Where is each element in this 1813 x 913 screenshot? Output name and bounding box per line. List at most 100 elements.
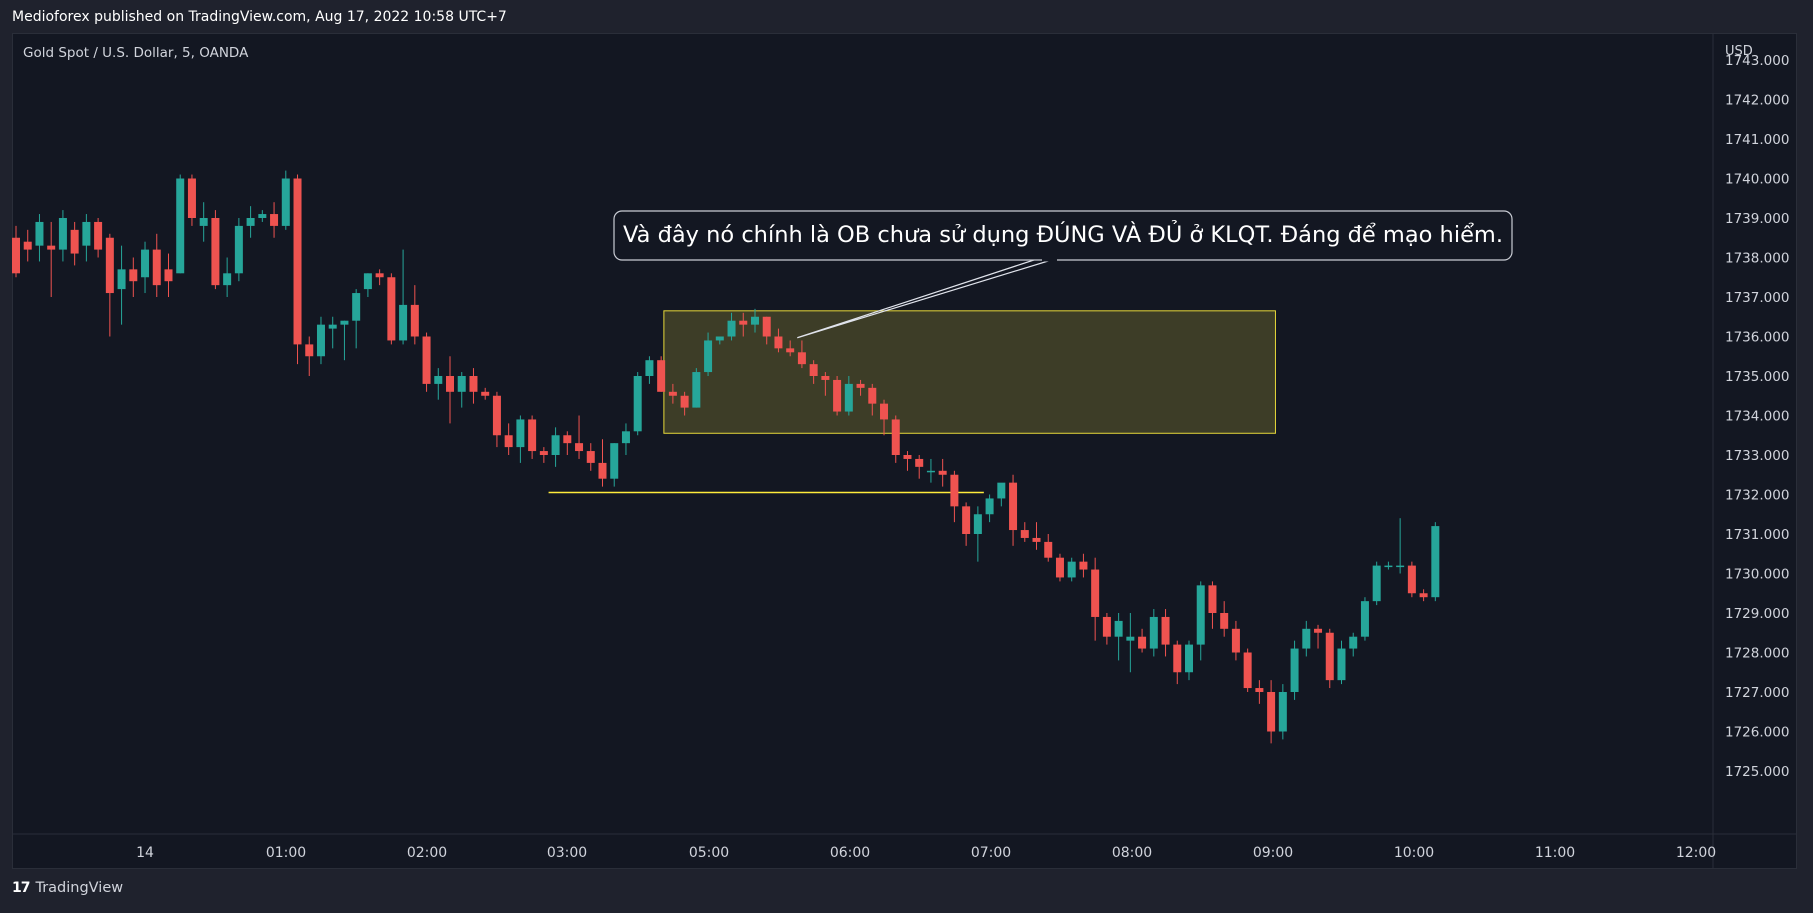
- candle-body[interactable]: [446, 376, 455, 392]
- candle-body[interactable]: [1325, 632, 1334, 681]
- candle-body[interactable]: [1302, 628, 1311, 649]
- candle-body[interactable]: [1126, 636, 1135, 641]
- candle-body[interactable]: [1032, 537, 1041, 542]
- candle-body[interactable]: [1149, 616, 1158, 649]
- candle-body[interactable]: [868, 387, 877, 404]
- candle-body[interactable]: [1079, 561, 1088, 570]
- candle-body[interactable]: [481, 391, 490, 396]
- candle-body[interactable]: [1231, 628, 1240, 653]
- candle-body[interactable]: [422, 336, 431, 384]
- candle-body[interactable]: [938, 470, 947, 475]
- candle-body[interactable]: [621, 431, 630, 444]
- candle-body[interactable]: [1384, 565, 1393, 568]
- candle-body[interactable]: [1360, 601, 1369, 637]
- candle-body[interactable]: [47, 245, 56, 250]
- candle-body[interactable]: [1372, 565, 1381, 602]
- candle-body[interactable]: [1067, 561, 1076, 578]
- candle-body[interactable]: [1243, 652, 1252, 689]
- candle-body[interactable]: [246, 218, 255, 226]
- candle-body[interactable]: [94, 221, 103, 250]
- candle-body[interactable]: [516, 419, 525, 448]
- candle-body[interactable]: [750, 316, 759, 325]
- candle-body[interactable]: [1138, 636, 1147, 649]
- candle-body[interactable]: [504, 435, 513, 448]
- candle-body[interactable]: [293, 178, 302, 345]
- candle-body[interactable]: [786, 348, 795, 353]
- candle-body[interactable]: [176, 178, 185, 274]
- candle-body[interactable]: [774, 336, 783, 349]
- order-block-zone[interactable]: [663, 310, 1276, 434]
- candle-body[interactable]: [1044, 541, 1053, 558]
- candle-body[interactable]: [223, 273, 232, 286]
- candle-body[interactable]: [1278, 692, 1287, 732]
- candle-body[interactable]: [12, 237, 20, 274]
- candle-body[interactable]: [950, 474, 959, 507]
- candle-body[interactable]: [23, 241, 32, 250]
- candle-body[interactable]: [1055, 557, 1064, 578]
- candle-body[interactable]: [1349, 636, 1358, 649]
- candle-body[interactable]: [1255, 688, 1264, 692]
- candle-body[interactable]: [797, 352, 806, 365]
- candle-body[interactable]: [575, 443, 584, 452]
- candle-body[interactable]: [1267, 692, 1276, 732]
- candle-body[interactable]: [962, 506, 971, 534]
- candle-body[interactable]: [410, 304, 419, 337]
- candle-body[interactable]: [305, 344, 314, 357]
- candle-body[interactable]: [668, 391, 677, 396]
- candle-body[interactable]: [375, 273, 384, 278]
- candle-body[interactable]: [809, 364, 818, 376]
- candle-body[interactable]: [997, 482, 1006, 499]
- candle-body[interactable]: [152, 249, 161, 286]
- candle-body[interactable]: [1407, 565, 1416, 594]
- candle-body[interactable]: [187, 178, 196, 219]
- candle-body[interactable]: [270, 214, 279, 226]
- candle-body[interactable]: [1431, 526, 1440, 598]
- candle-body[interactable]: [715, 336, 724, 341]
- candle-body[interactable]: [680, 395, 689, 408]
- candle-body[interactable]: [973, 514, 982, 534]
- candle-body[interactable]: [1091, 569, 1100, 617]
- candle-body[interactable]: [141, 249, 150, 278]
- candle-body[interactable]: [610, 443, 619, 479]
- candle-body[interactable]: [551, 435, 560, 455]
- candle-body[interactable]: [492, 395, 501, 436]
- candle-body[interactable]: [985, 498, 994, 515]
- candle-body[interactable]: [35, 221, 44, 246]
- candle-body[interactable]: [352, 293, 361, 321]
- candle-body[interactable]: [1290, 648, 1299, 692]
- candle-body[interactable]: [1337, 648, 1346, 681]
- candle-body[interactable]: [105, 237, 114, 294]
- candle-body[interactable]: [1161, 616, 1170, 645]
- candle-body[interactable]: [1009, 482, 1018, 531]
- candle-body[interactable]: [657, 360, 666, 392]
- candle-body[interactable]: [844, 383, 853, 412]
- candle-body[interactable]: [399, 304, 408, 341]
- candle-body[interactable]: [1314, 628, 1323, 633]
- candle-body[interactable]: [915, 458, 924, 467]
- candle-body[interactable]: [856, 383, 865, 388]
- candle-body[interactable]: [1196, 585, 1205, 645]
- candle-body[interactable]: [58, 218, 67, 250]
- candle-body[interactable]: [469, 376, 478, 392]
- candle-body[interactable]: [1396, 565, 1405, 568]
- candle-body[interactable]: [833, 379, 842, 412]
- candle-body[interactable]: [1208, 585, 1217, 613]
- candle-body[interactable]: [340, 320, 349, 325]
- candle-body[interactable]: [281, 178, 290, 226]
- candle-body[interactable]: [316, 324, 325, 357]
- candle-body[interactable]: [1173, 644, 1182, 673]
- candle-body[interactable]: [1185, 644, 1193, 673]
- candle-body[interactable]: [739, 320, 748, 325]
- candle-body[interactable]: [727, 320, 736, 337]
- candle-body[interactable]: [645, 360, 654, 376]
- candle-body[interactable]: [528, 419, 537, 452]
- candle-body[interactable]: [117, 269, 126, 290]
- candle-body[interactable]: [1114, 620, 1123, 637]
- candle-body[interactable]: [457, 376, 466, 392]
- candle-body[interactable]: [563, 435, 572, 444]
- candle-body[interactable]: [129, 269, 138, 282]
- candle-body[interactable]: [762, 316, 771, 337]
- candle-body[interactable]: [258, 214, 267, 218]
- candle-body[interactable]: [363, 273, 372, 290]
- candle-body[interactable]: [891, 419, 900, 455]
